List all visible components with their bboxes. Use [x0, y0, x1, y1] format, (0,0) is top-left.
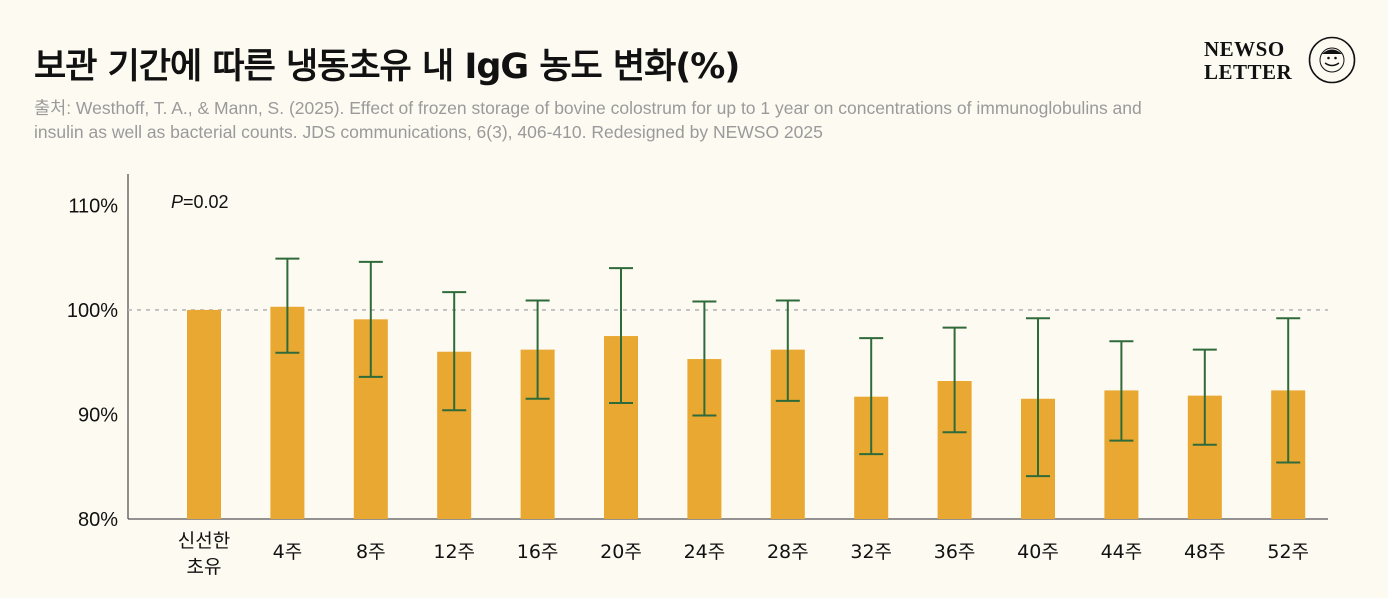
y-tick-label: 90%	[78, 404, 118, 426]
y-tick-label: 80%	[78, 509, 118, 531]
x-tick-label-line: 12주	[433, 541, 475, 563]
x-tick-label-line: 8주	[356, 541, 386, 563]
x-tick-label: 52주	[1267, 541, 1309, 563]
x-tick-label-line: 40주	[1017, 541, 1059, 563]
chart-title: 보관 기간에 따른 냉동초유 내 IgG 농도 변화(%)	[34, 47, 740, 87]
x-tick-label-line: 24주	[684, 541, 726, 563]
x-tick-label: 20주	[600, 541, 642, 563]
x-tick-label-line: 44주	[1101, 541, 1143, 563]
x-tick-label: 36주	[934, 541, 976, 563]
bar	[187, 309, 221, 519]
x-tick-label-line: 신선한	[178, 530, 230, 552]
x-tick-label-line: 초유	[187, 556, 222, 578]
y-tick-label: 110%	[68, 195, 118, 217]
x-tick-label-line: 20주	[600, 541, 642, 563]
x-tick-label-line: 48주	[1184, 541, 1226, 563]
x-tick-label-line: 52주	[1267, 541, 1309, 563]
source-citation: 출처: Westhoff, T. A., & Mann, S. (2025). …	[34, 98, 1142, 142]
x-tick-label: 12주	[433, 541, 475, 563]
x-tick-label: 8주	[356, 541, 386, 563]
newso-letter-logo: NEWSO LETTER	[1204, 36, 1360, 86]
logo-wordmark: NEWSO LETTER	[1204, 38, 1292, 84]
p-value-italic: P	[171, 192, 183, 212]
logo-line-2: LETTER	[1204, 60, 1293, 84]
x-tick-label-line: 28주	[767, 541, 809, 563]
y-tick-label: 100%	[67, 300, 118, 322]
x-tick-label-line: 36주	[934, 541, 976, 563]
p-value-number: =0.02	[183, 192, 229, 212]
x-tick-label-line: 32주	[850, 541, 892, 563]
x-tick-label: 24주	[684, 541, 726, 563]
logo-seal-icon	[1308, 36, 1356, 84]
x-tick-label: 40주	[1017, 541, 1059, 563]
x-tick-label: 4주	[273, 541, 303, 563]
logo-line-1: NEWSO	[1204, 37, 1285, 61]
p-value-annotation: P=0.02	[171, 192, 229, 212]
x-tick-label: 48주	[1184, 541, 1226, 563]
x-tick-label: 32주	[850, 541, 892, 563]
x-tick-label: 44주	[1101, 541, 1143, 563]
x-tick-label-line: 4주	[273, 541, 303, 563]
x-tick-label: 28주	[767, 541, 809, 563]
x-tick-label-line: 16주	[517, 541, 559, 563]
x-tick-label: 16주	[517, 541, 559, 563]
